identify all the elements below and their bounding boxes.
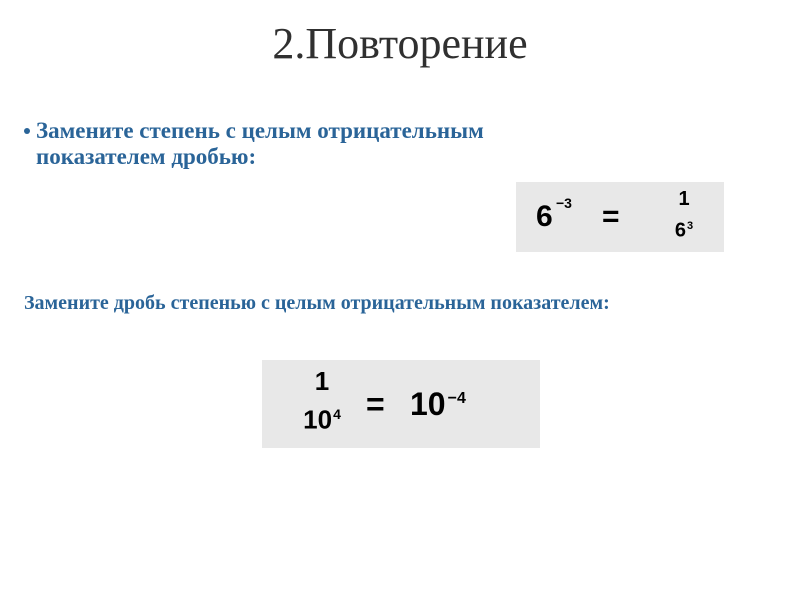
instruction-1: Замените степень с целым отрицательным п… [36, 118, 760, 170]
formula-1-exponent: −3 [556, 195, 572, 211]
formula-2-denominator: 104 [292, 398, 352, 436]
formula-2-numerator: 1 [292, 364, 352, 398]
formula-1-fraction: 1 63 [664, 186, 704, 241]
formula-2-den-base: 10 [303, 405, 332, 435]
formula-2-result: 10−4 [410, 386, 466, 423]
formula-1-base: 6 [536, 200, 553, 234]
formula-2-result-base: 10 [410, 386, 446, 422]
slide-title: 2.Повторение [0, 18, 800, 69]
instruction-2: Замените дробь степенью с целым отрицате… [24, 292, 760, 315]
formula-2-den-exp: 4 [333, 406, 341, 422]
formula-2: 1 104 = 10−4 [262, 360, 540, 448]
formula-1-equals: = [602, 200, 620, 234]
instruction-1-line2: показателем дробью: [36, 144, 256, 169]
slide: 2.Повторение Замените степень с целым от… [0, 0, 800, 600]
formula-2-result-exp: −4 [448, 390, 466, 407]
bullet-icon [24, 128, 30, 134]
formula-2-fraction: 1 104 [292, 364, 352, 436]
formula-2-equals: = [366, 386, 385, 423]
formula-1: 6 −3 = 1 63 [516, 182, 724, 252]
formula-1-numerator: 1 [664, 186, 704, 212]
formula-1-den-exp: 3 [687, 220, 693, 232]
formula-1-denominator: 63 [664, 214, 704, 243]
instruction-1-line1: Замените степень с целым отрицательным [36, 118, 484, 143]
formula-1-den-base: 6 [675, 220, 686, 242]
